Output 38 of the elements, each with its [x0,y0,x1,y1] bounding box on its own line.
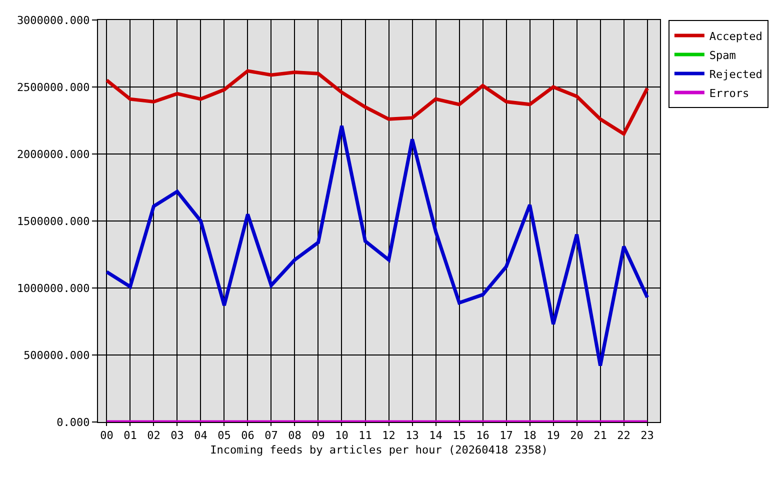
legend-label: Rejected [709,68,762,81]
x-axis-title: Incoming feeds by articles per hour (20260418 2358) [210,443,548,456]
x-tick-label: 17 [500,429,513,442]
x-tick-label: 23 [640,429,654,442]
x-tick-label: 09 [312,429,325,442]
y-tick-label: 0.000 [56,416,90,429]
x-tick-label: 21 [594,429,607,442]
x-tick-label: 08 [288,429,302,442]
y-tick-label: 2000000.000 [16,148,90,161]
x-tick-label: 15 [452,429,466,442]
x-tick-label: 16 [476,429,490,442]
legend-label: Spam [709,48,736,62]
x-tick-label: 04 [194,429,208,442]
x-tick-label: 00 [100,429,114,442]
line-series [104,124,650,368]
legend-label: Accepted [709,30,762,43]
x-tick-label: 13 [406,429,419,442]
y-tick-label: 1500000.000 [16,214,90,228]
y-tick-label: 2500000.000 [16,80,90,94]
x-tick-label: 22 [617,429,630,442]
x-tick-label: 03 [170,429,184,442]
x-tick-label: 01 [124,429,137,442]
x-tick-label: 10 [335,429,348,442]
x-tick-label: 14 [429,429,443,442]
x-tick-label: 05 [218,429,231,442]
line-series [104,69,650,136]
x-tick-label: 19 [546,429,560,442]
x-tick-label: 18 [523,429,536,442]
x-tick-label: 11 [358,429,372,442]
y-tick-label: 500000.000 [24,348,90,362]
x-tick-label: 20 [570,429,584,442]
x-tick-label: 07 [264,429,278,442]
x-tick-label: 06 [241,429,254,442]
x-tick-label: 12 [382,429,396,442]
y-tick-label: 3000000.000 [16,14,90,27]
legend-label: Errors [709,86,750,100]
y-tick-label: 1000000.000 [16,282,90,295]
x-tick-label: 02 [147,429,160,442]
